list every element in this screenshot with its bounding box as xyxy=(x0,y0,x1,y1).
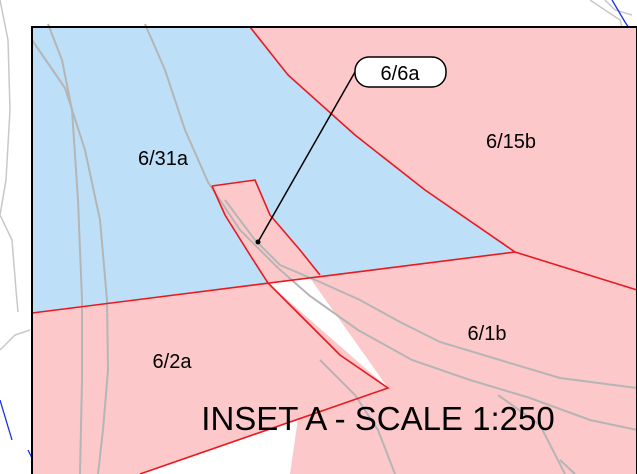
callout-leader-line xyxy=(257,71,356,243)
parcel-label-6-1b: 6/1b xyxy=(468,323,507,345)
parcel-label-6-31a: 6/31a xyxy=(138,148,189,170)
road-lines xyxy=(31,23,637,474)
parcel-labels: 6/31a 6/15b 6/1b 6/2a xyxy=(138,131,536,373)
parcel-6-2a[interactable] xyxy=(32,283,388,474)
parcel-6-31a[interactable] xyxy=(32,27,515,313)
parcel-6-15b[interactable] xyxy=(250,27,637,290)
inset-frame xyxy=(31,26,637,474)
parcel-label-6-15b: 6/15b xyxy=(486,131,536,153)
parcel-6-1b[interactable] xyxy=(290,252,637,474)
boundary-lines xyxy=(31,26,637,474)
callout-box xyxy=(354,56,447,88)
parcel-6-6a[interactable] xyxy=(212,180,320,283)
parcel-label-6-2a: 6/2a xyxy=(153,351,193,373)
callout-point xyxy=(255,239,261,245)
callout-label: 6/6a xyxy=(381,63,421,85)
callout: 6/6a xyxy=(255,56,447,245)
parcels xyxy=(32,27,637,474)
inset-title: INSET A - SCALE 1:250 xyxy=(201,400,554,437)
